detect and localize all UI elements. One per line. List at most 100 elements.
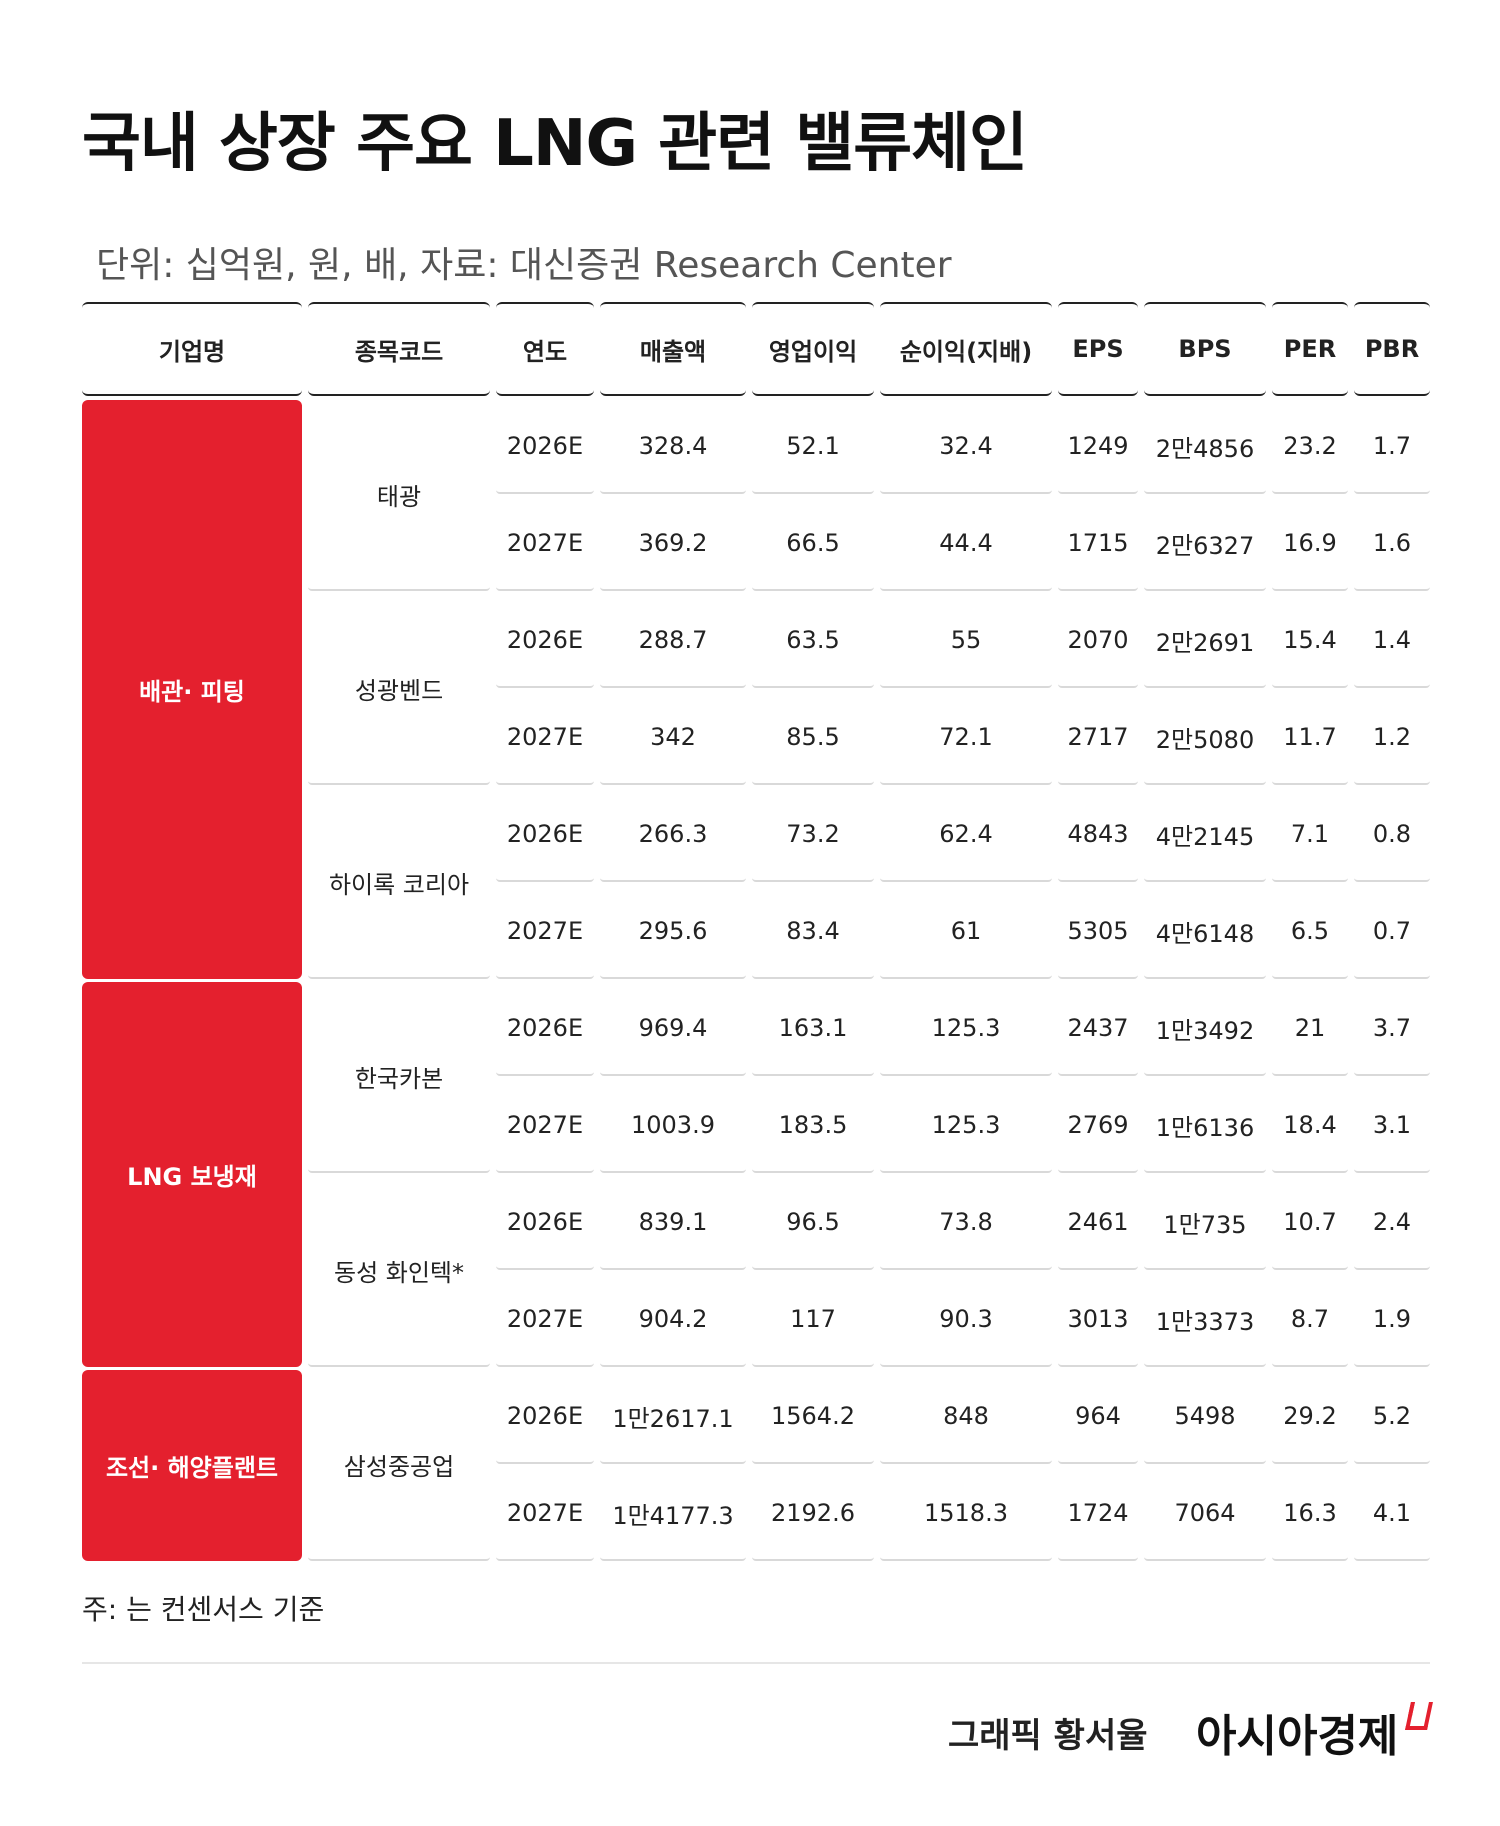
year-cell: 2027E [496, 1467, 594, 1561]
company-name-cell: 하이록 코리아 [308, 788, 490, 979]
table-cell: 342 [600, 691, 746, 785]
brand-logo: 아시아경제 [1196, 1711, 1399, 1762]
year-cell: 2026E [496, 400, 594, 494]
table-cell: 32.4 [880, 400, 1052, 494]
column-header: 영업이익 [752, 302, 874, 396]
table-cell: 10.7 [1272, 1176, 1348, 1270]
year-cell: 2026E [496, 594, 594, 688]
table-cell: 1만735 [1144, 1176, 1266, 1270]
table-cell: 839.1 [600, 1176, 746, 1270]
table-cell: 4만6148 [1144, 885, 1266, 979]
table-cell: 1만3373 [1144, 1273, 1266, 1367]
table-cell: 55 [880, 594, 1052, 688]
table-cell: 52.1 [752, 400, 874, 494]
table-cell: 0.8 [1354, 788, 1430, 882]
table-cell: 83.4 [752, 885, 874, 979]
table-cell: 63.5 [752, 594, 874, 688]
table-cell: 1만6136 [1144, 1079, 1266, 1173]
year-cell: 2027E [496, 691, 594, 785]
table-cell: 6.5 [1272, 885, 1348, 979]
footnote: 주: 는 컨센서스 기준 [82, 1593, 325, 1626]
column-header: 매출액 [600, 302, 746, 396]
column-header: BPS [1144, 302, 1266, 396]
sector-group-cell: 배관· 피팅 [82, 400, 302, 979]
table-cell: 1715 [1058, 497, 1138, 591]
table-cell: 1.2 [1354, 691, 1430, 785]
table-cell: 3.1 [1354, 1079, 1430, 1173]
table-cell: 1만4177.3 [600, 1467, 746, 1561]
table-cell: 16.3 [1272, 1467, 1348, 1561]
table-cell: 2717 [1058, 691, 1138, 785]
table-cell: 125.3 [880, 982, 1052, 1076]
year-cell: 2026E [496, 982, 594, 1076]
table-cell: 2192.6 [752, 1467, 874, 1561]
table-cell: 2만6327 [1144, 497, 1266, 591]
table-cell: 5498 [1144, 1370, 1266, 1464]
table-cell: 62.4 [880, 788, 1052, 882]
table-cell: 1249 [1058, 400, 1138, 494]
table-cell: 117 [752, 1273, 874, 1367]
table-cell: 3.7 [1354, 982, 1430, 1076]
table-cell: 369.2 [600, 497, 746, 591]
sector-group-cell: LNG 보냉재 [82, 982, 302, 1367]
table-cell: 11.7 [1272, 691, 1348, 785]
table-cell: 29.2 [1272, 1370, 1348, 1464]
table-cell: 288.7 [600, 594, 746, 688]
column-header: PBR [1354, 302, 1430, 396]
table-cell: 1724 [1058, 1467, 1138, 1561]
table-cell: 7.1 [1272, 788, 1348, 882]
table-cell: 5.2 [1354, 1370, 1430, 1464]
table-cell: 848 [880, 1370, 1052, 1464]
table-cell: 969.4 [600, 982, 746, 1076]
table-cell: 266.3 [600, 788, 746, 882]
table-cell: 1.9 [1354, 1273, 1430, 1367]
table-cell: 15.4 [1272, 594, 1348, 688]
column-header: PER [1272, 302, 1348, 396]
table-cell: 2769 [1058, 1079, 1138, 1173]
table-cell: 2만2691 [1144, 594, 1266, 688]
unit-source-subtitle: 단위: 십억원, 원, 배, 자료: 대신증권 Research Center [96, 245, 952, 286]
year-cell: 2027E [496, 497, 594, 591]
table-cell: 125.3 [880, 1079, 1052, 1173]
year-cell: 2026E [496, 1176, 594, 1270]
table-cell: 3013 [1058, 1273, 1138, 1367]
table-cell: 73.2 [752, 788, 874, 882]
table-cell: 1.6 [1354, 497, 1430, 591]
table-cell: 1518.3 [880, 1467, 1052, 1561]
table-cell: 23.2 [1272, 400, 1348, 494]
table-cell: 295.6 [600, 885, 746, 979]
column-header: 기업명 [82, 302, 302, 396]
table-cell: 183.5 [752, 1079, 874, 1173]
table-cell: 16.9 [1272, 497, 1348, 591]
column-header: 종목코드 [308, 302, 490, 396]
table-cell: 90.3 [880, 1273, 1052, 1367]
table-cell: 1.4 [1354, 594, 1430, 688]
table-cell: 904.2 [600, 1273, 746, 1367]
sector-group-cell: 조선· 해양플랜트 [82, 1370, 302, 1561]
table-cell: 2만5080 [1144, 691, 1266, 785]
table-cell: 1.7 [1354, 400, 1430, 494]
column-header: 순이익(지배) [880, 302, 1052, 396]
table-cell: 964 [1058, 1370, 1138, 1464]
year-cell: 2026E [496, 1370, 594, 1464]
company-name-cell: 동성 화인텍* [308, 1176, 490, 1367]
table-cell: 4843 [1058, 788, 1138, 882]
table-cell: 8.7 [1272, 1273, 1348, 1367]
table-cell: 2070 [1058, 594, 1138, 688]
table-cell: 2만4856 [1144, 400, 1266, 494]
table-cell: 2437 [1058, 982, 1138, 1076]
table-cell: 72.1 [880, 691, 1052, 785]
year-cell: 2026E [496, 788, 594, 882]
table-cell: 21 [1272, 982, 1348, 1076]
year-cell: 2027E [496, 885, 594, 979]
table-cell: 1만2617.1 [600, 1370, 746, 1464]
company-name-cell: 삼성중공업 [308, 1370, 490, 1561]
table-cell: 7064 [1144, 1467, 1266, 1561]
company-name-cell: 태광 [308, 400, 490, 591]
table-cell: 1564.2 [752, 1370, 874, 1464]
table-cell: 18.4 [1272, 1079, 1348, 1173]
table-cell: 4만2145 [1144, 788, 1266, 882]
column-header: 연도 [496, 302, 594, 396]
table-cell: 96.5 [752, 1176, 874, 1270]
table-cell: 163.1 [752, 982, 874, 1076]
